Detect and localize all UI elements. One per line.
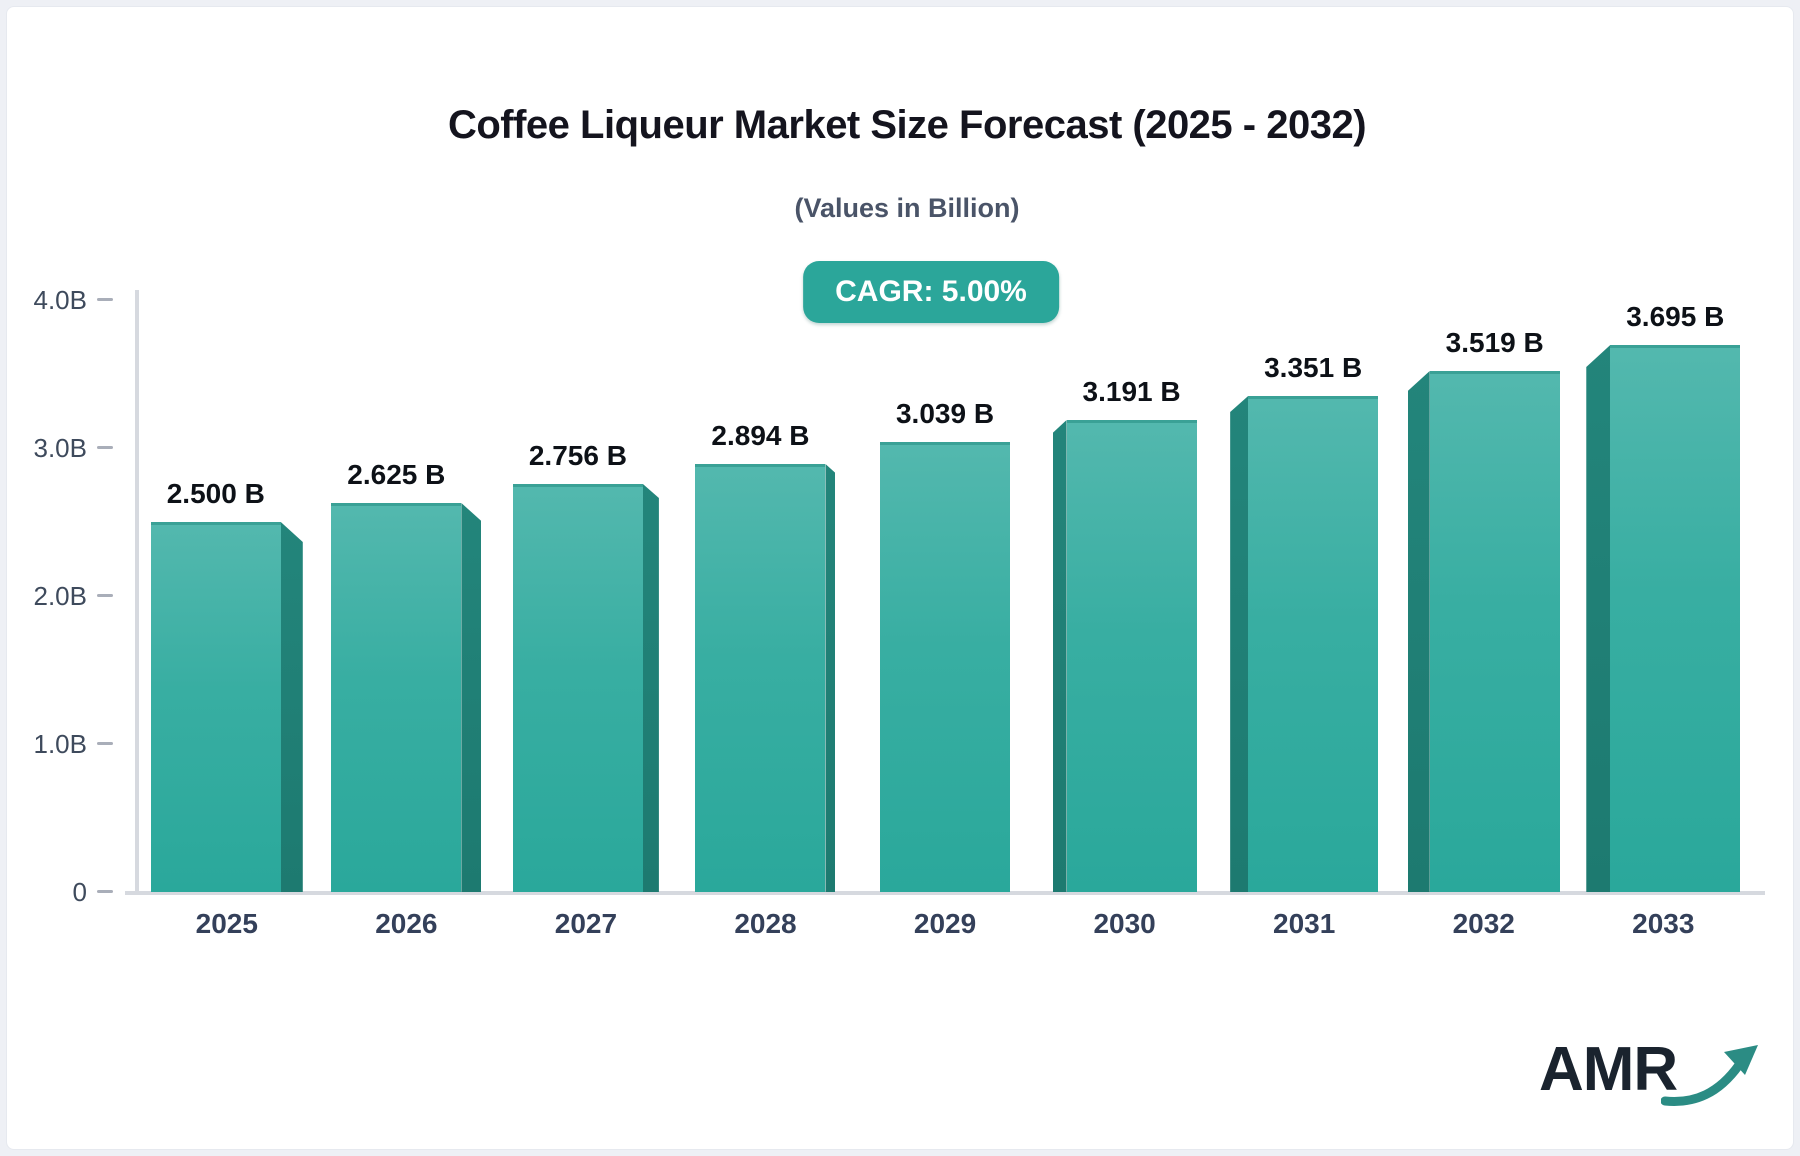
x-tick-label-2025: 2025: [195, 908, 258, 939]
bar-2030[interactable]: [1052, 420, 1197, 892]
bar-face: [1248, 396, 1379, 892]
bar-side-shadow: [280, 522, 303, 892]
bar-slot-2033: 3.695 B: [1574, 300, 1754, 892]
y-axis-line: [135, 290, 139, 894]
growth-arrow-icon: [1660, 1041, 1765, 1112]
bar-value-label: 2.894 B: [711, 420, 810, 451]
bar-slot-2027: 2.756 B: [496, 300, 676, 892]
x-tick-label-2032: 2032: [1452, 908, 1515, 939]
x-tick-label-2033: 2033: [1632, 908, 1695, 939]
y-tick-mark: [97, 594, 113, 597]
chart-title: Coffee Liqueur Market Size Forecast (202…: [447, 103, 1367, 147]
y-tick-mark: [97, 298, 113, 301]
bar-slot-2030: 3.191 B: [1035, 300, 1215, 892]
bar-face: [1610, 345, 1741, 892]
y-tick-mark: [97, 890, 113, 893]
y-tick-mark: [97, 742, 113, 745]
amr-logo-text: AMR: [1539, 1035, 1678, 1104]
y-tick-label: 3.0B: [33, 433, 88, 463]
x-tick-label-2030: 2030: [1093, 908, 1156, 939]
y-tick-label: 4.0B: [33, 285, 88, 315]
bar-value-label: 3.519 B: [1445, 327, 1544, 358]
cagr-badge: CAGR: 5.00%: [803, 261, 1059, 323]
bar-face: [512, 484, 643, 892]
y-tick-mark: [97, 446, 113, 449]
x-tick-label-2026: 2026: [375, 908, 438, 939]
bar-slot-2026: 2.625 B: [317, 300, 497, 892]
x-tick-label-2028: 2028: [734, 908, 797, 939]
bar-face: [880, 442, 1011, 892]
x-tick-label-2031: 2031: [1273, 908, 1336, 939]
bar-face: [1429, 371, 1560, 892]
chart-subtitle: (Values in Billion): [794, 193, 1020, 223]
bar-2032[interactable]: [1407, 371, 1560, 892]
bar-face: [150, 522, 281, 892]
bar-2026[interactable]: [331, 503, 482, 892]
bar-side-shadow: [642, 484, 659, 892]
bar-value-label: 3.351 B: [1264, 352, 1363, 383]
bar-slot-2028: 2.894 B: [676, 300, 856, 892]
bar-face: [331, 503, 462, 892]
bar-side-shadow: [1586, 345, 1611, 892]
bar-side-shadow: [1407, 371, 1430, 892]
bar-side-shadow: [461, 503, 482, 892]
y-tick-label: 1.0B: [33, 729, 88, 759]
bar-value-label: 2.625 B: [347, 459, 446, 490]
bar-side-shadow: [1230, 396, 1249, 892]
bar-slot-2025: 2.500 B: [137, 300, 317, 892]
x-tick-label-2029: 2029: [913, 908, 977, 939]
bar-slot-2032: 3.519 B: [1394, 300, 1574, 892]
bar-value-label: 2.756 B: [528, 440, 627, 471]
chart-card: Coffee Liqueur Market Size Forecast (202…: [6, 6, 1794, 1150]
bar-face: [695, 464, 826, 892]
bar-2031[interactable]: [1230, 396, 1379, 892]
bar-2025[interactable]: [150, 522, 303, 892]
bar-value-label: 3.191 B: [1082, 376, 1181, 407]
bar-value-label: 3.695 B: [1626, 301, 1725, 332]
x-axis: 2025 2026 2027 2028 2029 2030 2031 2032 2033: [137, 908, 1753, 940]
bar-value-label: 3.039 B: [895, 398, 995, 429]
bar-slot-2031: 3.351 B: [1214, 300, 1394, 892]
y-tick-label: 2.0B: [33, 581, 88, 611]
bar-value-label: 2.500 B: [166, 478, 265, 509]
amr-logo: AMR: [1539, 1039, 1765, 1112]
bar-side-shadow: [1052, 420, 1067, 892]
y-tick-label: 0: [72, 877, 87, 907]
bar-2029[interactable]: [880, 442, 1011, 892]
x-tick-label-2027: 2027: [554, 908, 618, 939]
bar-face: [1066, 420, 1197, 892]
bars-container: 2.500 B 2.625 B 2.756 B 2.894 B 3.039 B 3.191…: [137, 300, 1753, 892]
bar-2033[interactable]: [1586, 345, 1741, 892]
x-axis-line: [125, 891, 1765, 895]
bar-side-shadow: [825, 464, 836, 892]
bar-slot-2029: 3.039 B: [855, 300, 1035, 892]
bar-2027[interactable]: [512, 484, 659, 892]
bar-2028[interactable]: [695, 464, 836, 892]
